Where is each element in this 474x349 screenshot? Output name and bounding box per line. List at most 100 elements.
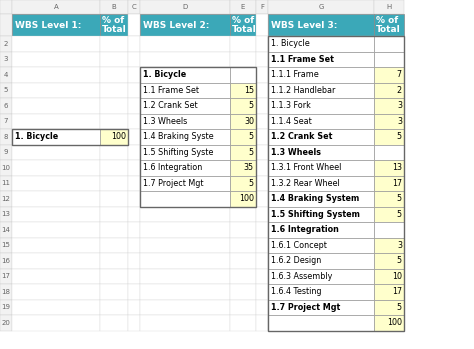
Bar bbox=[374, 52, 404, 67]
Bar bbox=[0, 253, 12, 268]
Bar bbox=[268, 82, 374, 98]
Bar bbox=[100, 113, 128, 129]
Bar bbox=[230, 191, 256, 207]
Bar bbox=[268, 268, 374, 284]
Bar bbox=[100, 14, 128, 36]
Bar bbox=[256, 36, 268, 52]
Bar bbox=[140, 67, 256, 207]
Bar bbox=[230, 98, 256, 113]
Bar bbox=[374, 67, 404, 82]
Bar bbox=[100, 222, 128, 238]
Bar bbox=[140, 113, 230, 129]
Text: 5: 5 bbox=[397, 210, 402, 219]
Bar bbox=[230, 52, 256, 67]
Bar bbox=[230, 36, 256, 52]
Bar bbox=[140, 299, 230, 315]
Text: 1.3 Wheels: 1.3 Wheels bbox=[143, 117, 187, 126]
Bar bbox=[374, 299, 404, 315]
Bar bbox=[12, 222, 100, 238]
Bar bbox=[374, 36, 404, 52]
Bar bbox=[0, 207, 12, 222]
Bar bbox=[256, 207, 268, 222]
Bar bbox=[140, 82, 230, 98]
Bar bbox=[230, 82, 256, 98]
Text: 1.2 Crank Set: 1.2 Crank Set bbox=[143, 101, 198, 110]
Text: 1.7 Project Mgt: 1.7 Project Mgt bbox=[271, 303, 340, 312]
Bar bbox=[0, 160, 12, 176]
Bar bbox=[230, 129, 256, 144]
Bar bbox=[374, 160, 404, 176]
Bar bbox=[0, 284, 12, 299]
Bar bbox=[374, 82, 404, 98]
Bar bbox=[268, 191, 374, 207]
Text: 15: 15 bbox=[244, 86, 254, 95]
Bar bbox=[0, 67, 12, 82]
Bar bbox=[140, 98, 230, 113]
Bar bbox=[140, 67, 230, 82]
Text: 1.5 Shifting System: 1.5 Shifting System bbox=[271, 210, 360, 219]
Bar bbox=[100, 82, 128, 98]
Bar bbox=[0, 14, 12, 36]
Text: 2: 2 bbox=[397, 86, 402, 95]
Bar bbox=[256, 67, 268, 82]
Bar bbox=[374, 176, 404, 191]
Bar bbox=[128, 222, 140, 238]
Bar bbox=[100, 67, 128, 82]
Bar bbox=[140, 315, 230, 331]
Text: 1.1.3 Fork: 1.1.3 Fork bbox=[271, 101, 311, 110]
Bar bbox=[374, 315, 404, 331]
Bar bbox=[268, 67, 374, 82]
Bar bbox=[12, 238, 100, 253]
Bar bbox=[230, 238, 256, 253]
Bar bbox=[256, 176, 268, 191]
Bar bbox=[128, 0, 140, 14]
Bar bbox=[140, 52, 230, 67]
Bar bbox=[374, 98, 404, 113]
Bar bbox=[140, 67, 230, 82]
Bar bbox=[374, 284, 404, 299]
Bar bbox=[12, 176, 100, 191]
Bar bbox=[268, 14, 374, 36]
Text: 3: 3 bbox=[397, 117, 402, 126]
Text: 1.1.2 Handlebar: 1.1.2 Handlebar bbox=[271, 86, 336, 95]
Text: G: G bbox=[319, 4, 324, 10]
Text: E: E bbox=[241, 4, 245, 10]
Bar bbox=[268, 253, 374, 268]
Bar bbox=[100, 129, 128, 144]
Bar bbox=[0, 36, 12, 52]
Text: A: A bbox=[54, 4, 58, 10]
Bar bbox=[268, 176, 374, 191]
Text: 17: 17 bbox=[392, 179, 402, 188]
Text: Total: Total bbox=[102, 25, 127, 34]
Bar bbox=[374, 82, 404, 98]
Bar bbox=[12, 268, 100, 284]
Bar bbox=[230, 113, 256, 129]
Bar bbox=[256, 222, 268, 238]
Bar bbox=[268, 0, 374, 14]
Bar bbox=[140, 0, 230, 14]
Text: % of: % of bbox=[376, 16, 398, 25]
Bar bbox=[268, 191, 374, 207]
Bar bbox=[268, 268, 374, 284]
Bar bbox=[256, 268, 268, 284]
Bar bbox=[140, 160, 230, 176]
Text: 15: 15 bbox=[1, 242, 10, 248]
Bar bbox=[256, 299, 268, 315]
Bar bbox=[140, 207, 230, 222]
Bar bbox=[128, 98, 140, 113]
Text: % of: % of bbox=[232, 16, 254, 25]
Bar bbox=[12, 14, 100, 36]
Text: 1.1 Frame Set: 1.1 Frame Set bbox=[143, 86, 199, 95]
Bar bbox=[268, 113, 374, 129]
Bar bbox=[128, 113, 140, 129]
Text: 10: 10 bbox=[392, 272, 402, 281]
Text: % of: % of bbox=[102, 16, 124, 25]
Text: 5: 5 bbox=[249, 179, 254, 188]
Bar bbox=[256, 129, 268, 144]
Bar bbox=[100, 238, 128, 253]
Text: 1.1.1 Frame: 1.1.1 Frame bbox=[271, 70, 319, 79]
Text: 1. Bicycle: 1. Bicycle bbox=[15, 132, 58, 141]
Bar bbox=[0, 238, 12, 253]
Text: 13: 13 bbox=[392, 163, 402, 172]
Text: 5: 5 bbox=[249, 101, 254, 110]
